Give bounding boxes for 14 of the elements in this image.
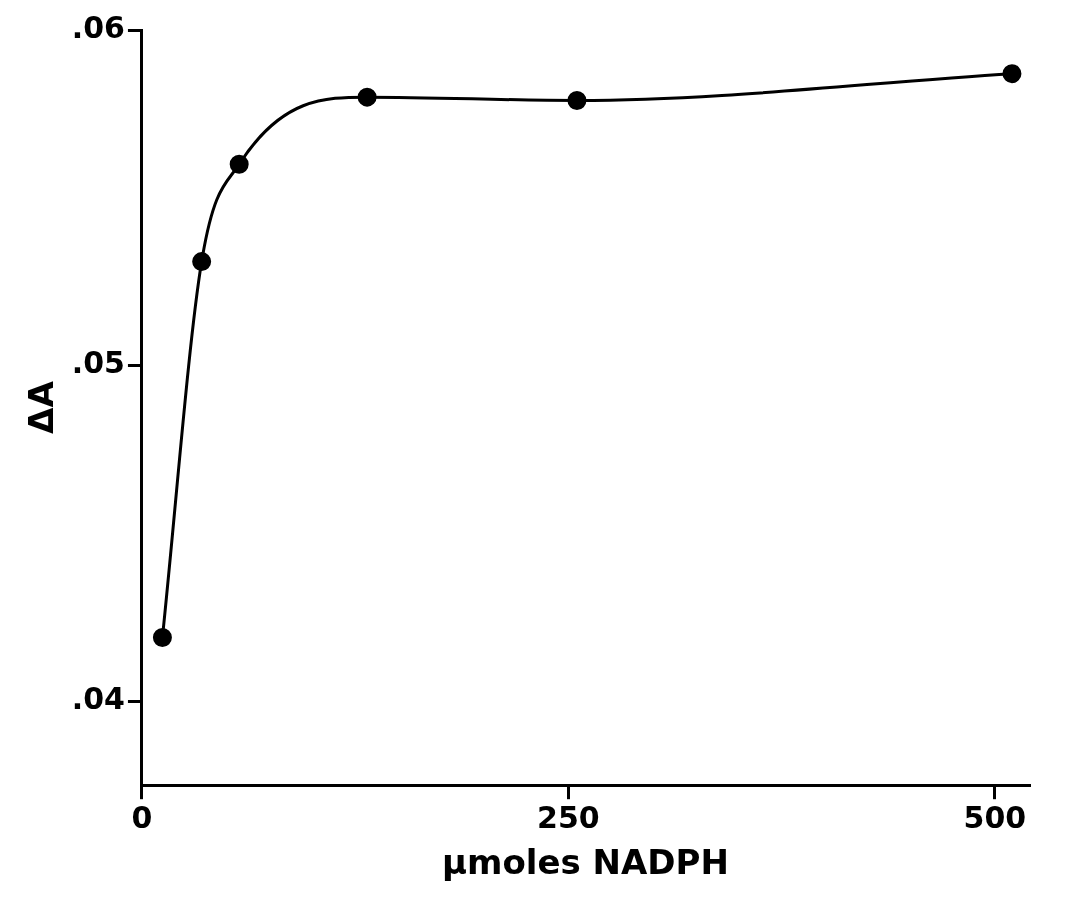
x-tick-label: 0 xyxy=(131,800,153,835)
x-axis-title: μmoles NADPH xyxy=(441,842,729,883)
point xyxy=(1002,64,1022,84)
y-tick-label: .06 xyxy=(71,9,125,45)
point xyxy=(192,252,212,272)
y-axis-title: ΔA xyxy=(21,380,62,434)
point xyxy=(229,154,249,174)
y-tick-label: .05 xyxy=(71,345,125,381)
y-tick-label: .04 xyxy=(71,681,125,717)
x-tick-label: 250 xyxy=(537,800,600,835)
point xyxy=(357,87,377,107)
point xyxy=(567,90,587,110)
x-tick-label: 500 xyxy=(963,800,1027,835)
point xyxy=(152,628,172,648)
